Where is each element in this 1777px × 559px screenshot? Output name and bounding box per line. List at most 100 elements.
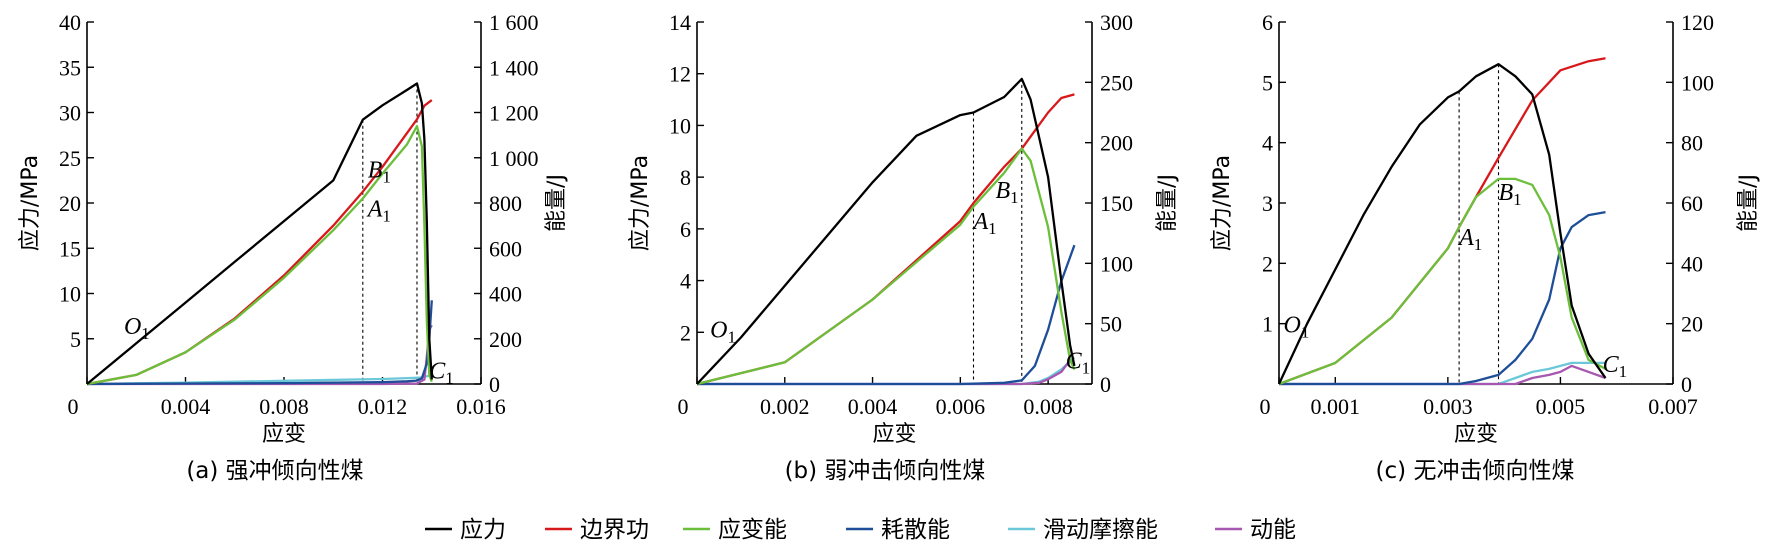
y2-tick-label: 1 200	[489, 101, 539, 126]
y2-tick-label: 200	[489, 327, 522, 352]
point-label-O: O1	[124, 314, 150, 343]
y2-tick-label: 200	[1100, 131, 1133, 156]
x-tick-label: 0	[68, 394, 79, 419]
y-tick-label: 20	[59, 191, 81, 216]
legend-item: 动能	[1215, 517, 1296, 543]
legend-label: 耗散能	[881, 517, 950, 543]
x-axis-label: 应变	[262, 422, 306, 447]
y2-axis-label: 能量/J	[1155, 174, 1180, 232]
legend-item: 应力	[425, 517, 506, 543]
y2-tick-label: 1 600	[489, 10, 539, 35]
x-tick-label: 0.004	[161, 394, 211, 419]
legend-label: 应变能	[718, 517, 787, 543]
x-tick-label: 0	[1260, 394, 1271, 419]
y2-tick-label: 20	[1681, 312, 1703, 337]
x-tick-label: 0.006	[936, 394, 986, 419]
x-tick-label: 0.003	[1423, 394, 1473, 419]
legend: 应力 边界功 应变能 耗散能 滑动摩擦能 动能	[425, 517, 1296, 543]
series-line-动能	[1279, 364, 1606, 386]
legend-label: 动能	[1250, 517, 1296, 543]
y-axis-label: 应力/MPa	[18, 155, 43, 251]
chart-panel-2: 0 0.002 0.004 0.006 0.008 2 4 6 8 10 12 14 0 50 100 150…	[628, 10, 1180, 484]
legend-label: 应力	[460, 517, 506, 543]
y-tick-label: 6	[1262, 10, 1273, 35]
series-line-应变能	[1278, 177, 1607, 386]
y-tick-label: 1	[1262, 312, 1273, 337]
x-tick-label: 0.004	[848, 394, 898, 419]
y2-tick-label: 250	[1100, 70, 1133, 95]
y-tick-label: 5	[1262, 70, 1273, 95]
y-tick-label: 40	[59, 10, 81, 35]
point-label-A: A1	[366, 197, 391, 226]
legend-item: 边界功	[545, 517, 649, 543]
y2-tick-label: 100	[1100, 251, 1133, 276]
y2-tick-label: 150	[1100, 191, 1133, 216]
y2-tick-label: 0	[1681, 372, 1692, 397]
series-line-应变能	[86, 124, 433, 386]
y-tick-label: 35	[59, 55, 81, 80]
series-line-应力	[86, 82, 433, 385]
x-tick-label: 0.008	[1023, 394, 1073, 419]
y2-tick-label: 120	[1681, 10, 1714, 35]
legend-label: 滑动摩擦能	[1043, 517, 1158, 543]
x-tick-label: 0.005	[1536, 394, 1586, 419]
y-axis-label: 应力/MPa	[628, 155, 653, 251]
y2-tick-label: 800	[489, 191, 522, 216]
x-tick-label: 0.007	[1648, 394, 1698, 419]
point-label-A: A1	[972, 209, 997, 238]
y2-tick-label: 0	[489, 372, 500, 397]
y2-axis-label: 能量/J	[1736, 174, 1761, 232]
point-label-C: C1	[429, 359, 454, 388]
point-label-A: A1	[1457, 225, 1482, 254]
x-tick-label: 0.002	[760, 394, 810, 419]
series-line-耗散能	[697, 244, 1076, 386]
legend-item: 滑动摩擦能	[1008, 517, 1158, 543]
y-tick-label: 12	[669, 62, 691, 87]
y-tick-label: 25	[59, 146, 81, 171]
series-line-应变能	[696, 147, 1076, 386]
point-label-B: B1	[1499, 180, 1522, 209]
y2-tick-label: 600	[489, 236, 522, 261]
y-tick-label: 6	[680, 217, 691, 242]
y-axis-label: 应力/MPa	[1210, 155, 1235, 251]
legend-item: 应变能	[683, 517, 787, 543]
series-line-应力	[696, 77, 1076, 385]
point-label-C: C1	[1603, 352, 1628, 381]
point-label-O: O1	[1284, 313, 1310, 342]
y-tick-label: 30	[59, 101, 81, 126]
y-tick-label: 10	[59, 282, 81, 307]
y-tick-label: 5	[70, 327, 81, 352]
series-line-滑动摩擦能	[1279, 361, 1606, 386]
y-tick-label: 2	[1262, 251, 1273, 276]
x-axis-label: 应变	[872, 422, 916, 447]
point-label-B: B1	[995, 178, 1018, 207]
y2-axis-label: 能量/J	[544, 174, 569, 232]
x-tick-label: 0	[678, 394, 689, 419]
y-tick-label: 10	[669, 113, 691, 138]
series-line-耗散能	[1279, 210, 1606, 386]
x-tick-label: 0.008	[259, 394, 309, 419]
y-tick-label: 4	[1262, 131, 1273, 156]
point-label-C: C1	[1066, 348, 1091, 377]
panel-caption: (c) 无冲击倾向性煤	[1376, 458, 1575, 484]
series-line-边界功	[696, 93, 1075, 386]
point-label-O: O1	[710, 317, 736, 346]
y2-tick-label: 100	[1681, 70, 1714, 95]
y2-tick-label: 60	[1681, 191, 1703, 216]
x-tick-label: 0.001	[1311, 394, 1361, 419]
x-axis-label: 应变	[1454, 422, 1498, 447]
y-tick-label: 8	[680, 165, 691, 190]
y-tick-label: 14	[669, 10, 691, 35]
y-tick-label: 3	[1262, 191, 1273, 216]
y2-tick-label: 1 000	[489, 146, 539, 171]
y2-tick-label: 80	[1681, 131, 1703, 156]
y2-tick-label: 0	[1100, 372, 1111, 397]
chart-panel-1: 0 0.004 0.008 0.012 0.0165101520253035400200…	[18, 10, 569, 484]
y-tick-label: 2	[680, 320, 691, 345]
series-line-应力	[1277, 63, 1607, 385]
panel-caption: (a) 强冲倾向性煤	[186, 458, 363, 484]
x-tick-label: 0.016	[456, 394, 506, 419]
y2-tick-label: 1 400	[489, 55, 539, 80]
y2-tick-label: 40	[1681, 251, 1703, 276]
